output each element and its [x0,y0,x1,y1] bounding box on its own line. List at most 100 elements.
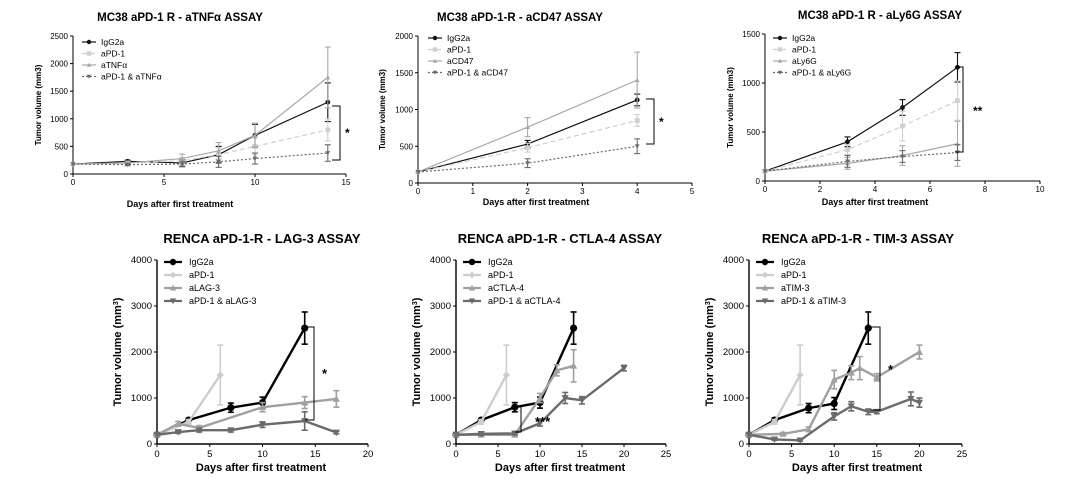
legend: IgG2a aPD-1 aTIM-3 aPD-1 & aTIM-3 [756,257,846,306]
series-4 [153,410,340,439]
legend-swatch-marker [432,58,438,63]
data-point [805,404,813,412]
data-point [511,403,519,411]
legend-label: IgG2a [447,33,470,43]
legend-swatch-marker [761,298,769,305]
legend-swatch-marker [169,298,177,305]
series-line [72,101,329,165]
data-point [252,132,258,138]
y-tick-label: 3000 [430,301,451,312]
data-point [216,159,221,165]
data-point [620,365,628,372]
significance-bracket [305,326,315,421]
series-line [764,66,958,172]
legend-swatch-marker [761,284,769,291]
series-3 [415,51,641,174]
legend: IgG2a aPD-1 aLAG-3 aPD-1 & aLAG-3 [164,257,257,306]
data-point [179,162,185,167]
legend-swatch-marker [432,47,438,52]
legend-label: aPD-1 & aLy6G [792,68,851,78]
data-point [570,362,578,369]
chart-title: MC38 aPD-1 R - aTNFα ASSAY [97,12,263,24]
legend-label: aPD-1 [189,270,215,280]
x-tick-label: 2 [818,185,823,194]
chart-panel-2: MC38 aPD-1-R - aCD47 ASSAY05001000150020… [378,12,695,207]
x-axis-label: Days after first treatment [196,462,327,474]
x-tick-label: 10 [829,449,840,460]
data-point [830,399,838,408]
data-point [570,324,578,332]
series-line [764,100,958,172]
y-tick-label: 1000 [742,79,760,88]
series-3 [762,120,961,174]
y-tick-label: 0 [147,439,152,450]
y-tick-label: 2000 [395,32,413,41]
legend-label: aTNFα [101,60,127,70]
x-tick-label: 20 [363,449,374,460]
data-point [258,403,267,411]
series-2 [762,80,961,174]
data-point [525,124,530,130]
data-point [796,371,804,379]
data-point [845,159,850,164]
legend-swatch-marker [169,284,177,291]
data-point [553,366,561,374]
data-point [864,408,872,416]
data-point [745,431,753,439]
data-point [70,162,76,167]
data-point [477,431,485,438]
x-tick-label: 15 [310,449,321,460]
series-2 [452,344,510,439]
data-point [179,156,185,161]
y-tick-label: 1000 [50,115,68,124]
legend-swatch-marker [468,271,476,279]
x-tick-label: 0 [746,449,751,460]
series-line [764,151,958,172]
data-point [195,427,203,434]
chart-title: MC38 aPD-1-R - aCD47 ASSAY [437,12,603,24]
data-point [900,105,905,110]
y-tick-label: 500 [747,128,761,137]
chart-panel-6: RENCA aPD-1-R - TIM-3 ASSAY 0 1000 2000 3000… [704,231,967,474]
x-tick-label: 15 [872,449,883,460]
y-tick-label: 1000 [131,393,152,404]
data-point [634,144,640,149]
legend-label: IgG2a [189,257,214,267]
legend-swatch-marker [86,62,92,67]
legend-label: aPD-1 & aLAG-3 [189,296,257,306]
y-tick-label: 0 [446,439,451,450]
x-tick-label: 5 [690,187,695,196]
legend-label: IgG2a [101,37,124,47]
y-tick-label: 2000 [723,347,744,358]
legend-label: aPD-1 [781,270,807,280]
significance-label: * [888,362,894,377]
data-point [578,397,586,404]
y-tick-label: 1000 [395,106,413,115]
significance-bracket [332,105,341,161]
y-tick-label: 3000 [131,301,152,312]
x-tick-label: 20 [619,449,630,460]
data-point [805,425,813,433]
data-point [415,170,421,175]
data-point [845,139,850,145]
y-tick-label: 2000 [131,347,152,358]
data-point [258,421,267,429]
x-tick-label: 4 [635,187,640,196]
significance-label: * [345,126,350,140]
series-line [455,327,575,436]
legend-label: IgG2a [781,257,806,267]
y-axis-label: Tumor volume (mm3) [34,64,43,145]
data-point [325,127,331,133]
x-tick-label: 5 [789,449,794,460]
data-point [864,324,872,332]
chart-panel-3: MC38 aPD-1 R - aLy6G ASSAY 0 500 1000 1500 0 2… [726,10,1045,207]
data-point [536,394,544,401]
data-point [227,404,235,412]
data-point [873,408,881,416]
legend-swatch-marker [468,284,476,291]
legend-swatch-marker [761,258,769,266]
